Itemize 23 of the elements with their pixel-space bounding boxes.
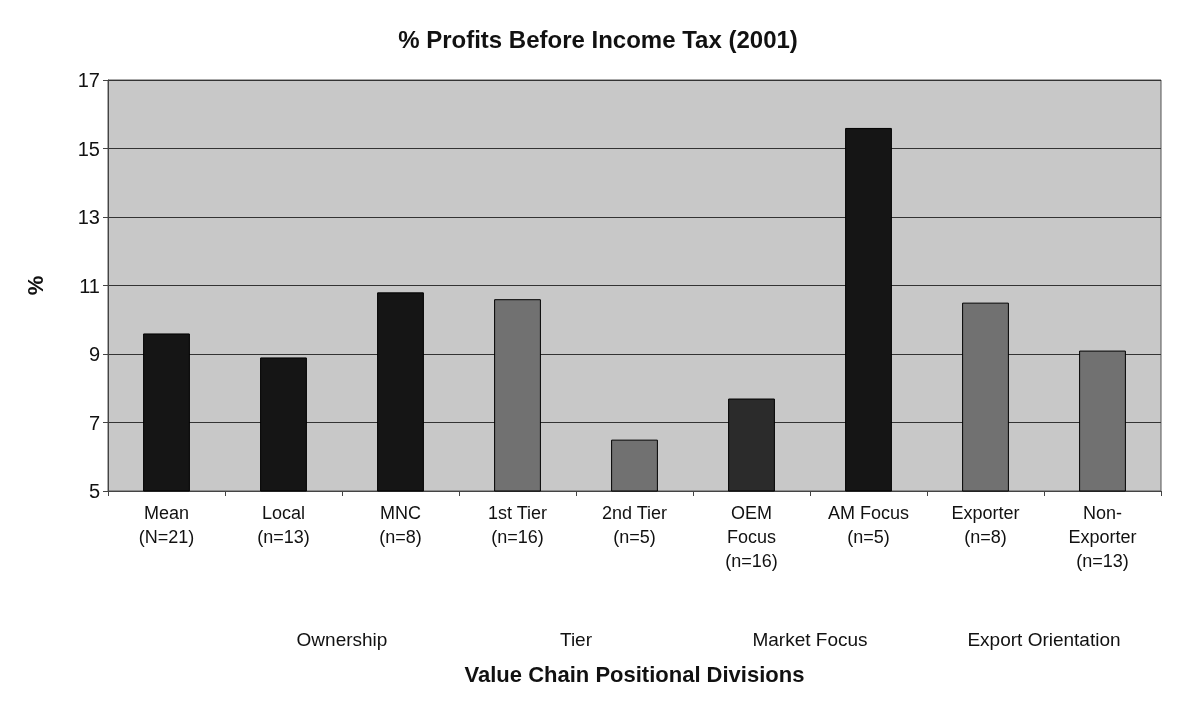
- x-tick-label: MNC (n=8): [379, 503, 422, 547]
- x-tick-label: Mean (N=21): [138, 503, 195, 547]
- chart-title: % Profits Before Income Tax (2001): [398, 25, 798, 53]
- x-tick-label: OEM Focus (n=16): [725, 503, 778, 571]
- text: Market Focus: [752, 629, 868, 650]
- text: Ownership: [296, 629, 388, 650]
- x-tick-label: 2nd Tier (n=5): [601, 503, 668, 547]
- y-axis-title: %: [22, 275, 48, 296]
- y-tick-label: 5: [88, 480, 100, 502]
- x-tick-label: Local (n=13): [257, 503, 310, 547]
- x-axis-title: Value Chain Positional Divisions: [464, 661, 805, 687]
- y-tick-label: 17: [77, 69, 100, 91]
- y-tick-label: 9: [88, 343, 100, 365]
- y-tick-label: 13: [77, 206, 100, 228]
- text: Export Orientation: [967, 629, 1121, 650]
- x-tick-label: Exporter (n=8): [951, 503, 1020, 547]
- y-tick-label: 15: [77, 137, 100, 160]
- x-tick-label: Non- Exporter (n=13): [1068, 503, 1137, 571]
- y-tick-label: 7: [88, 411, 100, 434]
- x-tick-label: AM Focus (n=5): [827, 503, 910, 547]
- y-tick-label: 11: [79, 274, 100, 297]
- text: Tier: [559, 629, 593, 650]
- x-tick-label: 1st Tier (n=16): [487, 503, 548, 547]
